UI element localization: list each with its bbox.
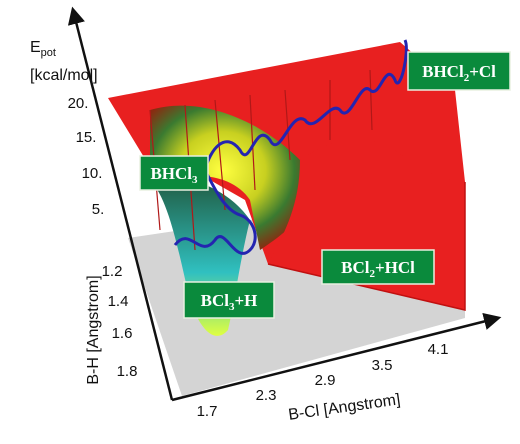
annotation-sub: 3 bbox=[192, 174, 198, 186]
bcl-tick-label: 2.3 bbox=[256, 387, 277, 404]
annotation-rest: +H bbox=[234, 291, 257, 310]
annotation-sub: 2 bbox=[369, 268, 375, 280]
bh-axis-label: B-H [Angstrom] bbox=[85, 275, 102, 384]
energy-axis bbox=[67, 6, 174, 401]
annotation-main: BHCl bbox=[150, 164, 192, 183]
bh-tick-label: 1.2 bbox=[102, 263, 123, 280]
annotation: BCl3+H bbox=[201, 291, 258, 313]
bcl-tick-label: 2.9 bbox=[315, 372, 336, 389]
annotation-rest: +Cl bbox=[469, 62, 496, 81]
annotation-sub: 3 bbox=[229, 301, 235, 313]
bcl-tick-label: 3.5 bbox=[372, 357, 393, 374]
energy-tick-label: 20. bbox=[68, 95, 89, 112]
energy-axis-unit: [kcal/mol] bbox=[30, 67, 98, 84]
energy-tick-label: 5. bbox=[92, 201, 105, 218]
annotation: BHCl3 bbox=[150, 164, 198, 186]
bh-tick-label: 1.6 bbox=[112, 325, 133, 342]
annotation: BHCl2+Cl bbox=[422, 62, 496, 84]
energy-tick-label: 10. bbox=[82, 165, 103, 182]
annotation-box bbox=[183, 281, 275, 319]
annotation-box bbox=[321, 249, 435, 285]
annotation: BCl2+HCl bbox=[341, 258, 415, 280]
bh-tick-label: 1.8 bbox=[117, 363, 138, 380]
annotation-main: BHCl bbox=[422, 62, 464, 81]
bcl-axis-label: B-Cl [Angstrom] bbox=[287, 391, 401, 424]
annotation-box bbox=[407, 51, 511, 91]
annotation-main: BCl bbox=[201, 291, 230, 310]
energy-tick-label: 15. bbox=[76, 129, 97, 146]
bcl-tick-label: 4.1 bbox=[428, 341, 449, 358]
annotation-box bbox=[139, 155, 209, 191]
annotation-sub: 2 bbox=[464, 72, 470, 84]
annotation-rest: +HCl bbox=[375, 258, 415, 277]
trajectory bbox=[173, 39, 408, 255]
bh-tick-label: 1.4 bbox=[108, 293, 129, 310]
energy-axis-label: Epot bbox=[30, 39, 56, 59]
bcl-tick-label: 1.7 bbox=[197, 403, 218, 420]
bcl-axis bbox=[171, 312, 502, 402]
annotation-main: BCl bbox=[341, 258, 370, 277]
